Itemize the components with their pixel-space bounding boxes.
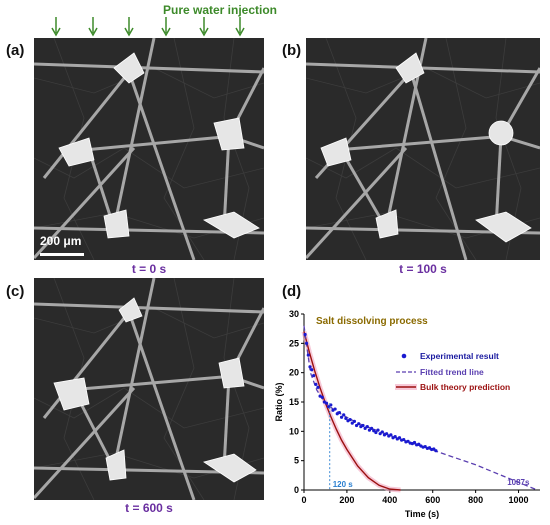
data-point	[378, 432, 382, 436]
micrograph-c	[34, 278, 264, 500]
x-tick-label: 0	[301, 495, 306, 505]
data-point	[385, 432, 389, 436]
data-point	[308, 365, 312, 369]
annotation-120s: 120 s	[333, 480, 354, 489]
data-point	[367, 428, 372, 432]
theory-band	[301, 330, 401, 493]
data-point	[342, 413, 346, 417]
salt-dissolving-chart: 0 200 400 600 800 1000 0 5 10 15 20 25 30 Time (s) Rat…	[274, 309, 540, 519]
data-point	[350, 421, 354, 425]
x-tick-label: 400	[382, 495, 397, 505]
data-point	[372, 429, 376, 433]
data-point	[306, 353, 310, 357]
panel-letter-d: (d)	[282, 283, 302, 300]
y-tick-label: 10	[289, 426, 299, 436]
data-point	[337, 410, 341, 415]
time-label-c: t = 600 s	[125, 501, 173, 515]
legend-marker-experimental	[401, 353, 407, 359]
data-point	[314, 382, 318, 386]
data-point	[434, 449, 438, 453]
data-point	[303, 332, 307, 337]
data-point	[363, 426, 367, 430]
data-point	[333, 407, 337, 411]
time-label-a: t = 0 s	[131, 262, 167, 276]
micrograph-a: 200 μm	[34, 38, 264, 260]
data-point	[402, 437, 406, 442]
legend-trend: Fitted trend line	[420, 367, 484, 377]
data-point	[397, 436, 402, 440]
y-tick-label: 30	[289, 309, 299, 319]
data-point	[304, 341, 309, 345]
data-point	[417, 442, 421, 446]
arrow-down-icon	[51, 17, 61, 37]
data-point	[344, 416, 348, 421]
data-point	[376, 428, 380, 432]
data-point	[365, 425, 369, 429]
panel-letter-c: (c)	[6, 283, 25, 300]
theory-line	[303, 331, 401, 491]
data-point	[310, 368, 314, 372]
data-point	[393, 435, 397, 439]
y-tick-label: 5	[294, 456, 299, 466]
y-tick-label: 20	[289, 368, 299, 378]
x-tick-label: 800	[468, 495, 483, 505]
legend-experimental: Experimental result	[420, 351, 499, 361]
data-point	[423, 444, 427, 449]
data-point	[316, 385, 320, 389]
data-point	[374, 430, 378, 435]
x-tick-label: 200	[339, 495, 354, 505]
data-point	[369, 426, 374, 430]
annotation-1087s: 1087s	[507, 478, 530, 487]
data-point	[320, 395, 324, 399]
y-tick-label: 15	[289, 397, 299, 407]
panel-letter-b: (b)	[282, 42, 302, 59]
data-point	[352, 419, 357, 423]
y-tick-label: 0	[294, 485, 299, 495]
chart-title: Salt dissolving process	[316, 316, 428, 327]
x-tick-label: 1000	[509, 495, 529, 505]
data-point	[312, 374, 316, 378]
data-point	[324, 401, 329, 405]
data-point	[412, 440, 417, 445]
y-axis-label: Ratio (%)	[274, 383, 284, 422]
y-tick-label: 25	[289, 338, 299, 348]
data-point	[380, 430, 384, 434]
data-point	[389, 433, 393, 437]
x-tick-label: 600	[425, 495, 440, 505]
data-point	[357, 422, 361, 426]
x-axis-label: Time (s)	[405, 509, 439, 519]
data-point	[348, 418, 352, 422]
scale-bar-label: 200 μm	[40, 234, 82, 248]
time-label-b: t = 100 s	[399, 262, 447, 276]
data-point	[361, 423, 365, 428]
arrow-down-icon	[161, 17, 171, 37]
data-point	[354, 423, 359, 428]
arrow-down-icon	[199, 17, 209, 37]
arrow-down-icon	[235, 17, 245, 37]
data-point	[427, 446, 432, 450]
data-point	[406, 439, 410, 443]
data-point	[432, 447, 436, 451]
legend-theory: Bulk theory prediction	[420, 382, 510, 392]
data-point	[339, 415, 344, 419]
arrow-down-icon	[124, 17, 134, 37]
micrograph-b	[306, 38, 540, 260]
injection-title: Pure water injection	[162, 3, 278, 17]
panel-letter-a: (a)	[6, 42, 25, 59]
arrow-down-icon	[88, 17, 98, 37]
